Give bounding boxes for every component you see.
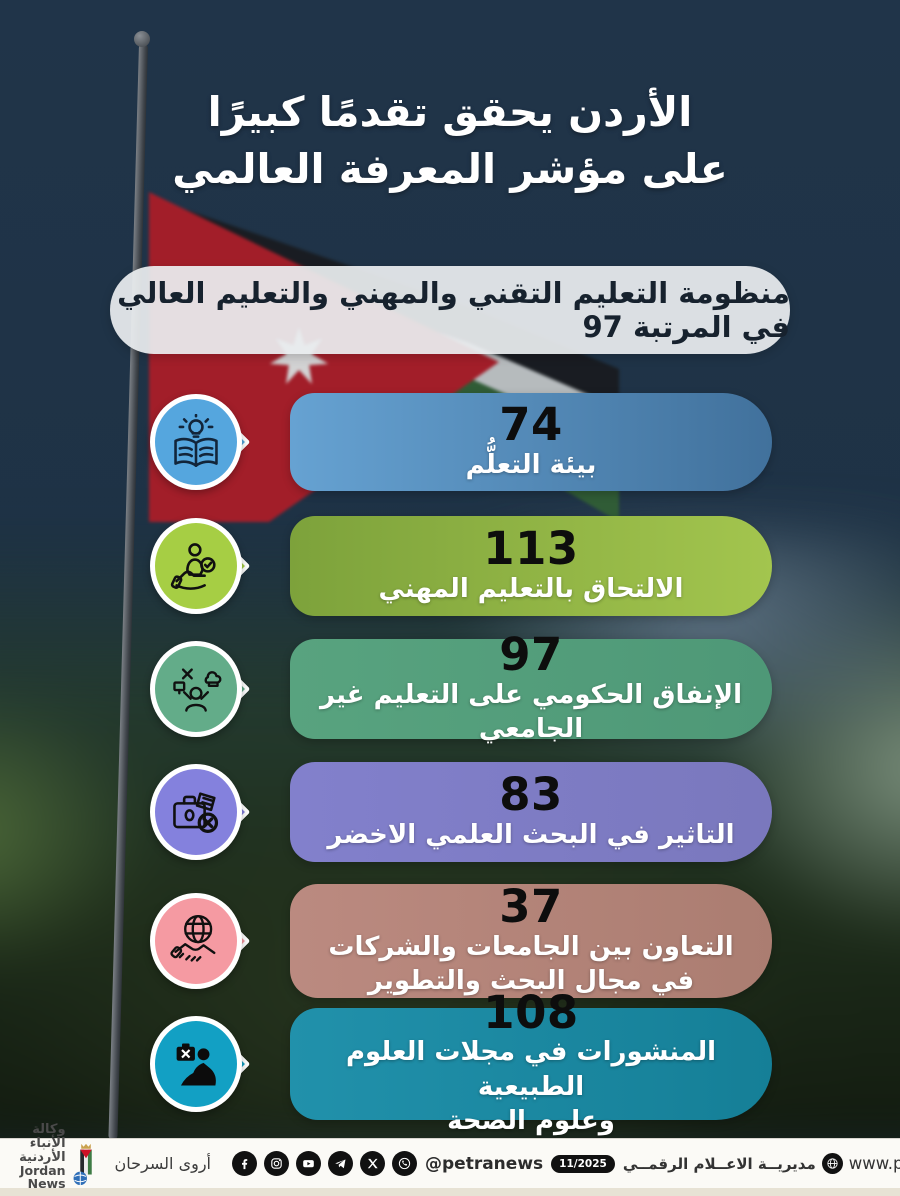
indicator-row-gov-spending: 97 الإنفاق الحكومي على التعليم غير الجام… [0, 631, 900, 744]
indicator-pill: 108 المنشورات في مجلات العلوم الطبيعية و… [290, 989, 772, 1136]
globe-icon [821, 1153, 843, 1174]
social-handle: @petranews [425, 1153, 544, 1174]
icon-bubble [150, 394, 251, 490]
indicator-row-publications: 108 المنشورات في مجلات العلوم الطبيعية و… [0, 989, 900, 1136]
briefcase-reject-icon [150, 764, 242, 860]
author-name: أروى السرحان [114, 1154, 211, 1173]
title-line-2: على مؤشر المعرفة العالمي [172, 144, 728, 193]
indicator-pill: 97 الإنفاق الحكومي على التعليم غير الجام… [290, 631, 772, 744]
indicator-pill: 74 بيئة التعلُّم [290, 393, 772, 491]
rank-value: 74 [499, 397, 563, 451]
indicator-pill: 37 التعاون بين الجامعات والشركات في مجال… [290, 879, 772, 998]
icon-bubble [150, 641, 251, 737]
title-line-1: الأردن يحقق تقدمًا كبيرًا [207, 88, 693, 136]
x-icon [360, 1151, 385, 1176]
indicator-row-learning-environment: 74 بيئة التعلُّم [0, 393, 900, 491]
rank-value: 108 [483, 985, 579, 1039]
icon-bubble [150, 764, 251, 860]
indicator-row-vocational-enrollment: 113 الالتحاق بالتعليم المهني [0, 516, 900, 616]
icon-bubble [150, 518, 251, 614]
youtube-icon [296, 1151, 321, 1176]
indicator-label: التعاون بين الجامعات والشركات [328, 931, 734, 962]
indicator-label: الالتحاق بالتعليم المهني [378, 573, 684, 604]
indicator-label-2: في مجال البحث والتطوير [367, 965, 695, 996]
indicator-label: الإنفاق الحكومي على التعليم غير الجامعي [319, 679, 742, 744]
globe-handshake-icon [150, 893, 242, 989]
agency-flag-emblem [73, 1143, 92, 1185]
indicator-pill: 83 التاثير في البحث العلمي الاخضر [290, 762, 772, 862]
agency-logo-text: وكالة الأنباء الأردنية Jordan News Agenc… [14, 1123, 66, 1196]
agency-name-arabic: وكالة الأنباء الأردنية [19, 1122, 66, 1165]
whatsapp-icon [392, 1151, 417, 1176]
summary-text: منظومة التعليم التقني والمهني والتعليم ا… [117, 276, 790, 344]
summary-pill: منظومة التعليم التقني والمهني والتعليم ا… [110, 266, 790, 354]
department-name: مديريــة الاعــلام الرقمــي [622, 1154, 816, 1173]
rank-value: 83 [499, 767, 563, 821]
rank-value: 113 [483, 521, 579, 575]
indicator-row-university-company-cooperation: 37 التعاون بين الجامعات والشركات في مجال… [0, 879, 900, 998]
indicator-label-2: وعلوم الصحة [447, 1106, 615, 1137]
rank-value: 97 [499, 627, 563, 681]
agency-name-english: Jordan News Agency [14, 1163, 66, 1196]
person-skills-icon [150, 641, 242, 737]
person-sitting-briefcase-icon [150, 1016, 242, 1112]
indicator-row-green-research-impact: 83 التاثير في البحث العلمي الاخضر [0, 762, 900, 862]
facebook-icon [232, 1151, 257, 1176]
book-lightbulb-icon [150, 394, 242, 490]
page-title: الأردن يحقق تقدمًا كبيرًا على مؤشر المعر… [0, 84, 900, 197]
indicator-pill: 113 الالتحاق بالتعليم المهني [290, 516, 772, 616]
icon-bubble [150, 893, 251, 989]
rank-value: 37 [499, 879, 563, 933]
instagram-icon [264, 1151, 289, 1176]
website-url: www.petra.gov.jo [848, 1154, 900, 1173]
telegram-icon [328, 1151, 353, 1176]
hand-person-check-icon [150, 518, 242, 614]
date-badge: 11/2025 [551, 1154, 615, 1173]
icon-bubble [150, 1016, 251, 1112]
indicator-label: بيئة التعلُّم [465, 449, 597, 480]
flagpole-finial [134, 31, 150, 47]
indicator-label: التاثير في البحث العلمي الاخضر [327, 819, 735, 850]
footer-bar: وكالة الأنباء الأردنية Jordan News Agenc… [0, 1123, 900, 1196]
indicator-label: المنشورات في مجلات العلوم الطبيعية [346, 1037, 716, 1102]
